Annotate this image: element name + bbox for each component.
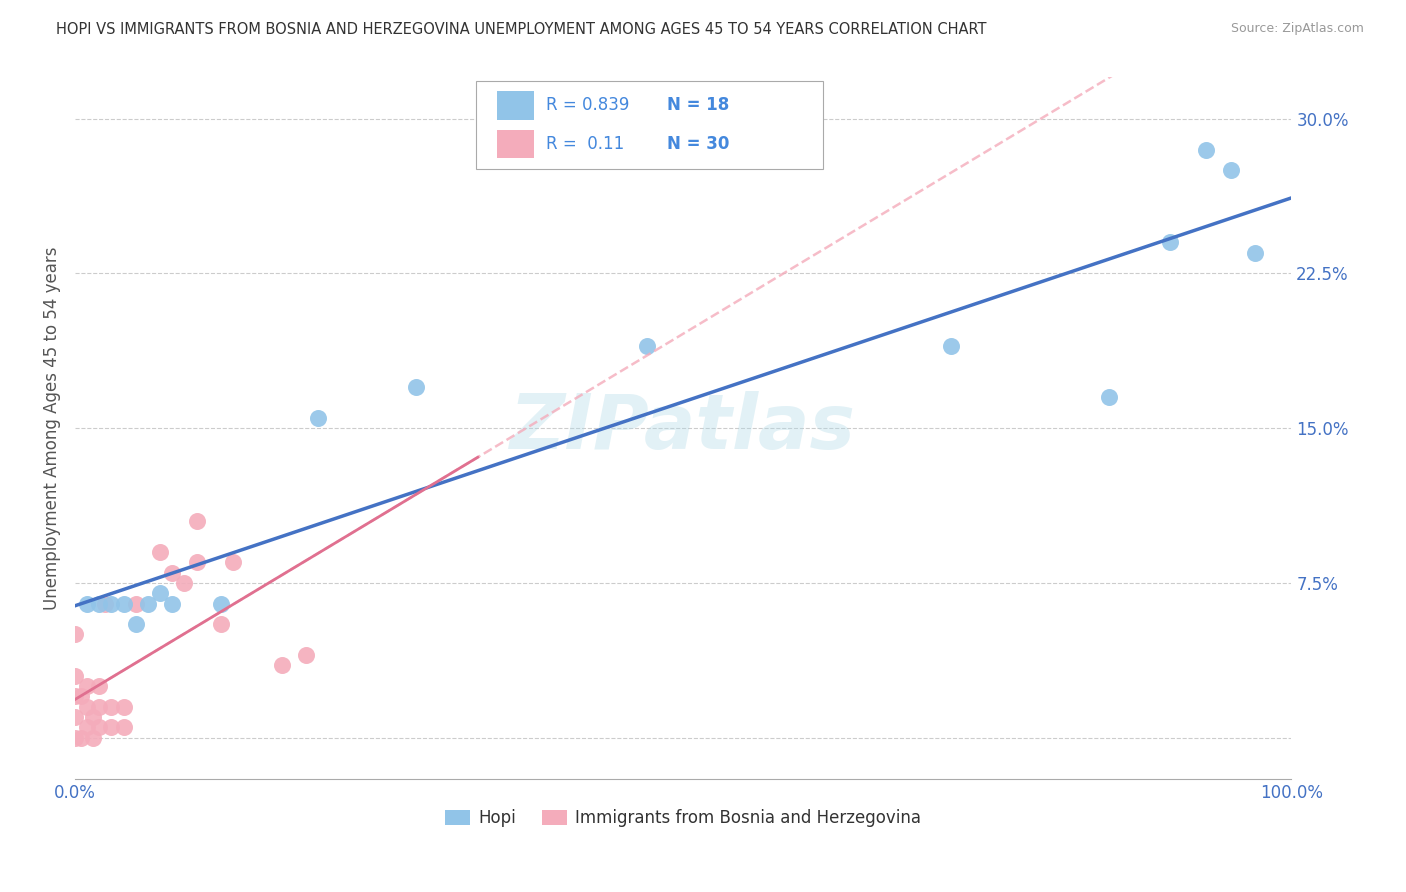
FancyBboxPatch shape <box>498 130 533 158</box>
Point <box>270 658 292 673</box>
Point <box>295 648 318 662</box>
Point <box>100 699 122 714</box>
Point <box>82 731 104 745</box>
Text: ZIPatlas: ZIPatlas <box>510 392 856 466</box>
Point <box>125 597 148 611</box>
Point <box>63 710 86 724</box>
Point <box>173 575 195 590</box>
FancyBboxPatch shape <box>477 81 823 169</box>
Point <box>63 690 86 704</box>
Point <box>94 597 117 611</box>
Point <box>939 339 962 353</box>
Point <box>405 380 427 394</box>
Point <box>100 720 122 734</box>
Point <box>209 597 232 611</box>
Point <box>162 566 184 580</box>
Point <box>89 597 111 611</box>
Point <box>76 720 98 734</box>
Point <box>149 586 172 600</box>
Point <box>112 699 135 714</box>
Point <box>222 555 245 569</box>
Point <box>1243 245 1265 260</box>
Point <box>63 731 86 745</box>
Point <box>1219 163 1241 178</box>
FancyBboxPatch shape <box>498 92 533 120</box>
Point <box>76 597 98 611</box>
Point <box>100 597 122 611</box>
Point <box>162 597 184 611</box>
Point <box>149 545 172 559</box>
Point <box>76 699 98 714</box>
Legend: Hopi, Immigrants from Bosnia and Herzegovina: Hopi, Immigrants from Bosnia and Herzego… <box>439 803 928 834</box>
Text: Source: ZipAtlas.com: Source: ZipAtlas.com <box>1230 22 1364 36</box>
Point <box>112 720 135 734</box>
Point <box>636 339 658 353</box>
Point <box>1098 390 1121 404</box>
Point <box>89 720 111 734</box>
Text: R = 0.839: R = 0.839 <box>546 96 628 114</box>
Point <box>209 617 232 632</box>
Point <box>70 731 93 745</box>
Point <box>89 699 111 714</box>
Point <box>136 597 159 611</box>
Point <box>1159 235 1181 250</box>
Point <box>89 679 111 693</box>
Point <box>70 690 93 704</box>
Point <box>186 555 208 569</box>
Point <box>186 514 208 528</box>
Text: N = 18: N = 18 <box>668 96 730 114</box>
Text: N = 30: N = 30 <box>668 135 730 153</box>
Point <box>307 410 329 425</box>
Text: R =  0.11: R = 0.11 <box>546 135 624 153</box>
Point <box>76 679 98 693</box>
Point <box>63 669 86 683</box>
Y-axis label: Unemployment Among Ages 45 to 54 years: Unemployment Among Ages 45 to 54 years <box>44 246 60 610</box>
Point <box>125 617 148 632</box>
Text: HOPI VS IMMIGRANTS FROM BOSNIA AND HERZEGOVINA UNEMPLOYMENT AMONG AGES 45 TO 54 : HOPI VS IMMIGRANTS FROM BOSNIA AND HERZE… <box>56 22 987 37</box>
Point <box>1195 143 1218 157</box>
Point <box>63 627 86 641</box>
Point <box>82 710 104 724</box>
Point <box>112 597 135 611</box>
